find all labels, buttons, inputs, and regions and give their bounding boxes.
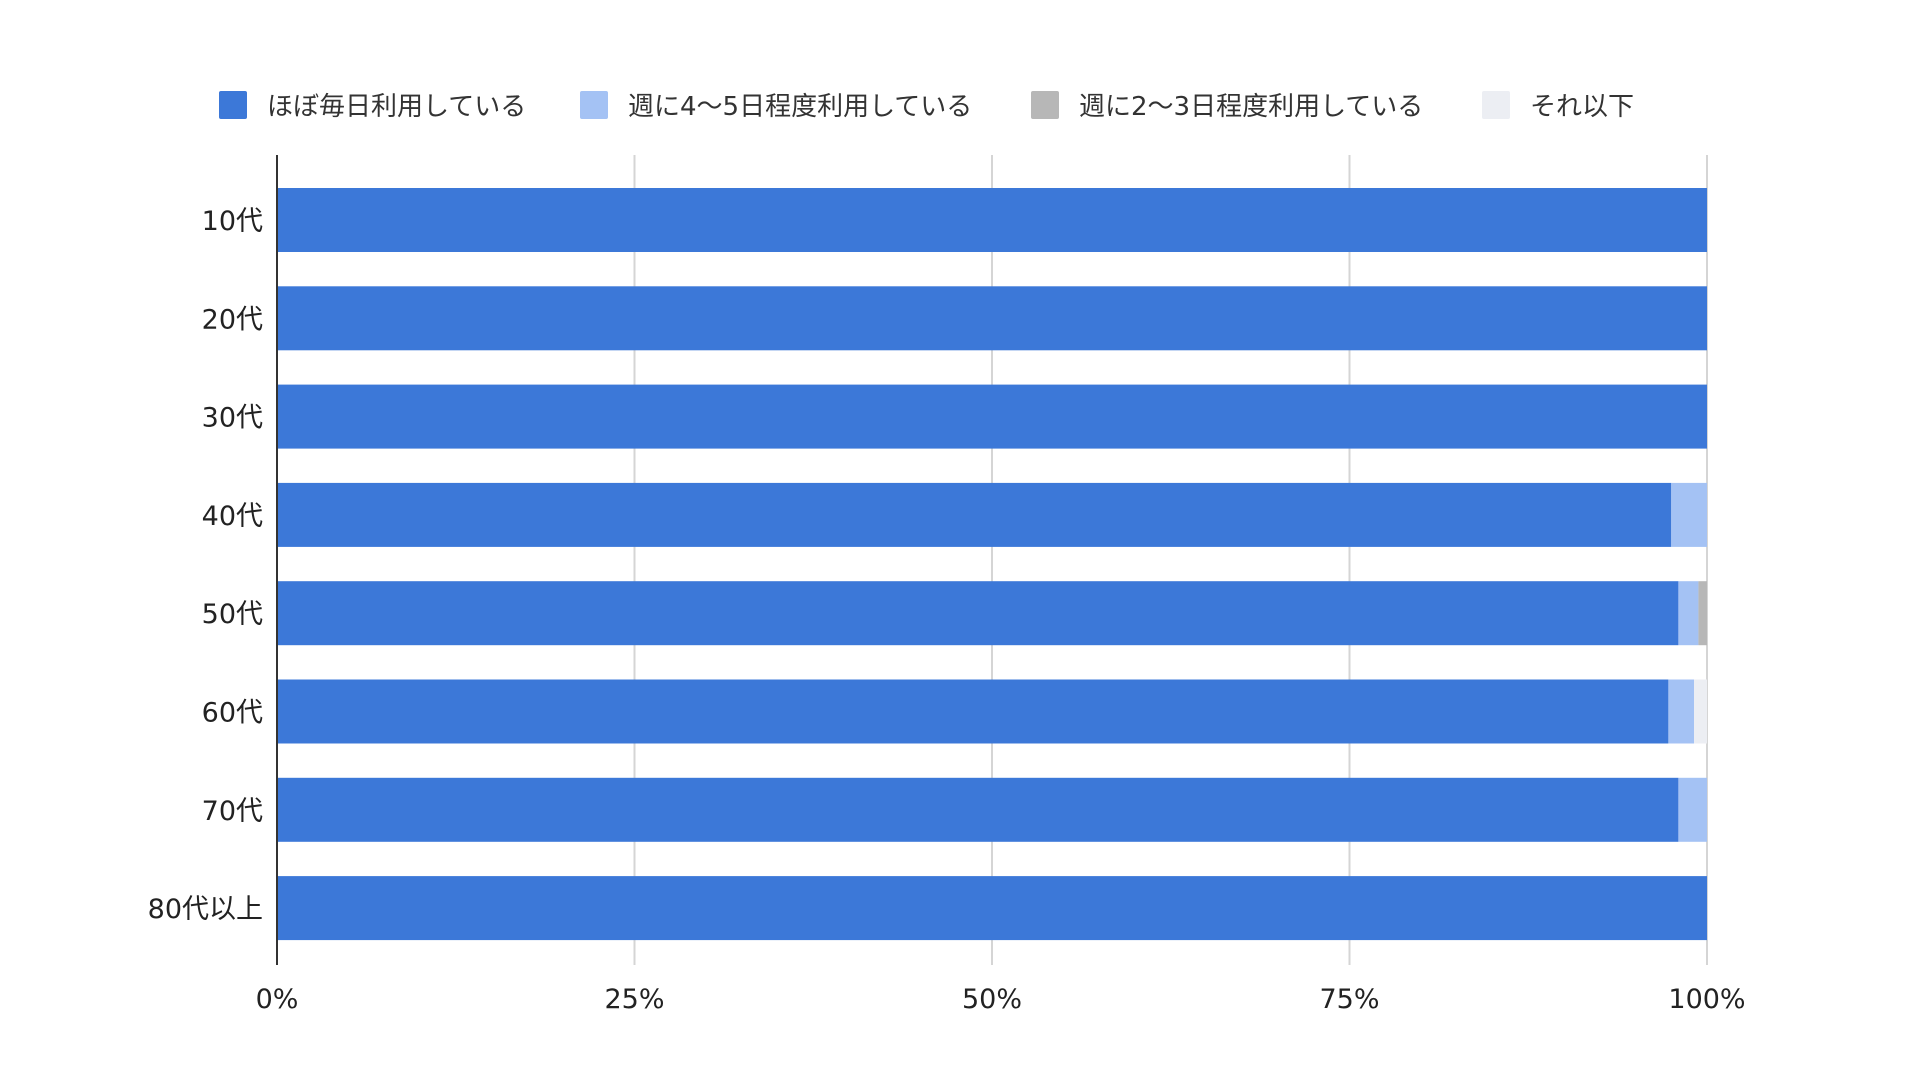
legend-label: 週に4〜5日程度利用している bbox=[628, 92, 972, 122]
legend-swatch bbox=[219, 91, 247, 119]
x-tick-label: 100% bbox=[1668, 984, 1745, 1015]
axes: 0% 25% 50% 75% 100% 10代 20代 30代 40代 50代 60代 70代 80代以… bbox=[148, 155, 1746, 1015]
legend-label: それ以下 bbox=[1530, 92, 1634, 122]
bar-segment bbox=[1678, 581, 1699, 646]
x-tick-label: 75% bbox=[1319, 984, 1379, 1015]
bar-segment bbox=[277, 482, 1672, 547]
bar-segment bbox=[1694, 679, 1707, 744]
bar-segment bbox=[277, 777, 1679, 842]
legend-swatch bbox=[1031, 91, 1059, 119]
bar-segment bbox=[277, 679, 1669, 744]
y-category-label: 10代 bbox=[202, 206, 263, 237]
bar-segment bbox=[277, 286, 1707, 351]
bars bbox=[277, 188, 1707, 941]
bar-segment bbox=[277, 384, 1707, 449]
legend-swatch bbox=[580, 91, 608, 119]
x-tick-label: 0% bbox=[256, 984, 299, 1015]
x-tick-label: 50% bbox=[962, 984, 1022, 1015]
y-category-label: 80代以上 bbox=[148, 894, 263, 925]
bar-segment bbox=[277, 188, 1707, 252]
bar-segment bbox=[1698, 581, 1707, 646]
y-category-label: 50代 bbox=[202, 599, 263, 630]
bar-segment bbox=[1668, 679, 1695, 744]
bar-segment bbox=[1671, 482, 1707, 547]
gridlines bbox=[633, 155, 1708, 965]
y-category-label: 40代 bbox=[202, 501, 263, 532]
legend-label: ほぼ毎日利用している bbox=[267, 92, 526, 122]
bar-segment bbox=[277, 581, 1679, 646]
legend-label: 週に2〜3日程度利用している bbox=[1079, 92, 1423, 122]
x-tick-label: 25% bbox=[604, 984, 664, 1015]
y-category-label: 60代 bbox=[202, 698, 263, 729]
legend-swatch bbox=[1482, 91, 1510, 119]
legend: ほぼ毎日利用している 週に4〜5日程度利用している 週に2〜3日程度利用している それ… bbox=[219, 91, 1634, 122]
y-category-label: 70代 bbox=[202, 796, 263, 827]
y-category-label: 30代 bbox=[202, 403, 263, 434]
bar-segment bbox=[277, 876, 1707, 941]
bar-segment bbox=[1678, 777, 1707, 842]
y-category-label: 20代 bbox=[202, 304, 263, 335]
